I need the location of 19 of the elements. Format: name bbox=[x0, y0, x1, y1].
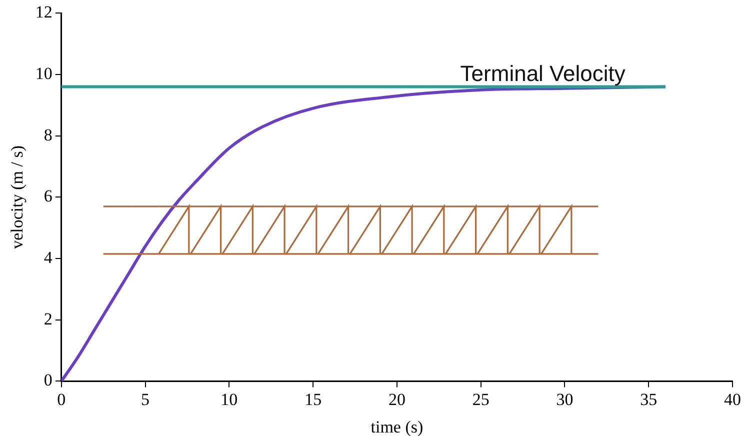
x-tick-label: 0 bbox=[57, 390, 66, 409]
ref-line-label: Terminal Velocity bbox=[460, 60, 626, 86]
y-axis-title: velocity (m / s) bbox=[8, 145, 27, 249]
y-tick-label: 4 bbox=[44, 248, 53, 267]
x-tick-label: 5 bbox=[141, 390, 150, 409]
x-tick-label: 40 bbox=[724, 390, 741, 409]
x-tick-label: 30 bbox=[556, 390, 574, 409]
x-tick-label: 15 bbox=[304, 390, 322, 409]
x-axis-title: time (s) bbox=[370, 417, 424, 436]
x-tick-label: 35 bbox=[640, 390, 658, 409]
y-tick-label: 12 bbox=[35, 2, 52, 22]
y-tick-label: 6 bbox=[44, 186, 52, 206]
y-tick-label: 0 bbox=[44, 370, 52, 390]
x-tick-label: 25 bbox=[472, 390, 490, 409]
y-tick-label: 10 bbox=[35, 64, 52, 83]
y-tick-label: 8 bbox=[44, 125, 52, 144]
x-tick-label: 10 bbox=[220, 390, 238, 409]
y-tick-label: 2 bbox=[44, 309, 52, 328]
x-tick-label: 20 bbox=[388, 390, 406, 409]
